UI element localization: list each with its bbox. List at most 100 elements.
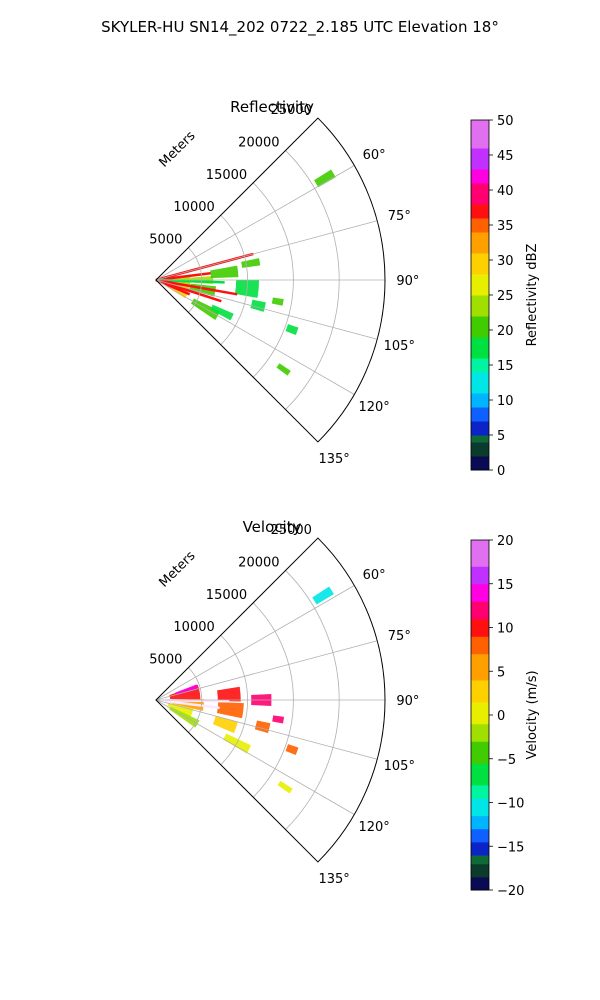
- azimuth-tick-label: 90°: [396, 694, 419, 709]
- colorbar-band: [471, 274, 489, 296]
- colorbar-band: [471, 358, 489, 373]
- radial-tick-label: 20000: [238, 135, 279, 150]
- azimuth-gridline: [155, 279, 355, 395]
- colorbar-band: [471, 169, 489, 184]
- colorbar-band: [471, 741, 489, 764]
- colorbar-tick-label: −5: [497, 753, 516, 768]
- radar-gate-cell: [223, 733, 252, 754]
- colorbar-band: [471, 618, 489, 637]
- colorbar-band: [471, 204, 489, 219]
- colorbar-band: [471, 828, 489, 843]
- colorbar-tick-label: −15: [497, 840, 524, 855]
- colorbar-label: Velocity (m/s): [525, 670, 540, 759]
- azimuth-tick-label: 75°: [388, 629, 411, 644]
- azimuth-tick-label: 135°: [318, 452, 349, 467]
- radar-gate-cell: [271, 297, 284, 306]
- radar-gate-cell: [210, 304, 234, 321]
- colorbar-band: [471, 680, 489, 703]
- colorbar-band: [471, 841, 489, 856]
- radial-tick-label: 25000: [271, 103, 312, 118]
- azimuth-gridline: [155, 640, 378, 701]
- colorbar-tick-label: 10: [497, 394, 514, 409]
- azimuth-tick-label: 60°: [363, 568, 386, 583]
- colorbar-tick-label: 15: [497, 359, 514, 374]
- azimuth-tick-label: 135°: [318, 872, 349, 887]
- colorbar-band: [471, 785, 489, 799]
- radar-streak: [164, 699, 220, 710]
- radial-tick-label: 20000: [238, 555, 279, 570]
- panel-title: Reflectivity: [230, 98, 314, 116]
- colorbar-band: [471, 798, 489, 817]
- colorbar-tick-label: 20: [497, 534, 514, 549]
- colorbar-band: [471, 540, 489, 567]
- colorbar-tick-label: 0: [497, 709, 505, 724]
- colorbar-tick-label: 5: [497, 665, 505, 680]
- colorbar-band: [471, 316, 489, 338]
- colorbar-band: [471, 120, 489, 149]
- azimuth-gridline: [155, 699, 355, 815]
- radar-gate-cell: [217, 686, 241, 702]
- panel-title: Velocity: [243, 518, 302, 536]
- radial-tick-label: 5000: [149, 653, 182, 668]
- sector-frame: [155, 117, 386, 443]
- radar-gate-cell: [277, 780, 293, 794]
- colorbar-band: [471, 295, 489, 317]
- colorbar-band: [471, 183, 489, 205]
- colorbar-band: [471, 407, 489, 422]
- colorbar-tick-label: 45: [497, 149, 514, 164]
- colorbar-band: [471, 218, 489, 233]
- azimuth-tick-label: 60°: [363, 148, 386, 163]
- radial-tick-label: 25000: [271, 523, 312, 538]
- azimuth-tick-label: 90°: [396, 274, 419, 289]
- radial-tick-label: 15000: [206, 588, 247, 603]
- colorbar-tick-label: −20: [497, 884, 524, 899]
- radial-tick-label: 10000: [173, 200, 214, 215]
- radial-tick-label: 5000: [149, 233, 182, 248]
- colorbar-band: [471, 636, 489, 655]
- colorbar-tick-label: 35: [497, 219, 514, 234]
- colorbar-tick-label: 5: [497, 429, 505, 444]
- colorbar-band: [471, 863, 489, 878]
- colorbar-tick-label: 50: [497, 114, 514, 129]
- radar-gate-cell: [241, 258, 261, 268]
- azimuth-gridline: [155, 585, 355, 701]
- reflectivity-panel: Reflectivity 5000 10000 15000 20000 25000 Mete…: [149, 98, 540, 479]
- radar-gate-cell: [285, 744, 299, 756]
- colorbar-band: [471, 456, 489, 471]
- colorbar-band: [471, 253, 489, 275]
- colorbar-tick-label: 30: [497, 254, 514, 269]
- azimuth-tick-label: 105°: [384, 759, 415, 774]
- azimuth-gridline: [155, 699, 378, 760]
- colorbar-band: [471, 421, 489, 436]
- colorbar-band: [471, 435, 489, 443]
- radar-gate-cell: [216, 702, 244, 719]
- colorbar-band: [471, 876, 489, 891]
- velocity-panel: Velocity 5000 10000 15000 20000 25000 Meters 60…: [149, 518, 540, 899]
- colorbar-tick-label: 25: [497, 289, 514, 304]
- colorbar-tick-label: 0: [497, 464, 505, 479]
- colorbar-band: [471, 442, 489, 457]
- radar-gate-cell: [312, 586, 334, 605]
- colorbar-band: [471, 583, 489, 602]
- colorbar-band: [471, 855, 489, 865]
- radar-streak: [155, 278, 191, 296]
- azimuth-tick-label: 75°: [388, 209, 411, 224]
- colorbar-band: [471, 148, 489, 170]
- radar-gate-cell: [285, 324, 299, 336]
- colorbar-band: [471, 723, 489, 742]
- radial-tick-label: 10000: [173, 620, 214, 635]
- radial-tick-label: 15000: [206, 168, 247, 183]
- colorbar-tick-label: 40: [497, 184, 514, 199]
- sector-frame: [155, 537, 386, 863]
- colorbar-band: [471, 763, 489, 786]
- colorbar-band: [471, 653, 489, 681]
- radial-axis-label: Meters: [157, 548, 199, 590]
- radial-axis-label: Meters: [157, 128, 199, 170]
- colorbar-band: [471, 815, 489, 830]
- azimuth-tick-label: 120°: [358, 820, 389, 835]
- radar-gate-cell: [210, 265, 239, 279]
- colorbar-label: Reflectivity dBZ: [525, 244, 540, 347]
- colorbar-band: [471, 337, 489, 359]
- radar-streak: [155, 278, 238, 296]
